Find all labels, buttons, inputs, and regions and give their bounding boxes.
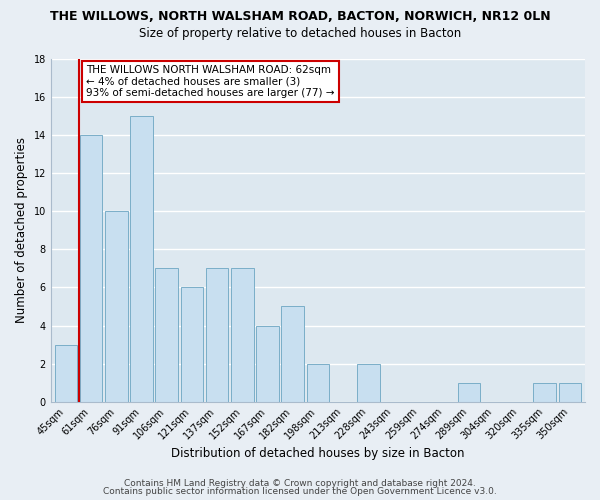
Text: THE WILLOWS, NORTH WALSHAM ROAD, BACTON, NORWICH, NR12 0LN: THE WILLOWS, NORTH WALSHAM ROAD, BACTON,… (50, 10, 550, 23)
Text: Contains public sector information licensed under the Open Government Licence v3: Contains public sector information licen… (103, 487, 497, 496)
Bar (559, 382, 581, 402)
Bar (231, 268, 254, 402)
Text: Size of property relative to detached houses in Bacton: Size of property relative to detached ho… (139, 28, 461, 40)
Text: THE WILLOWS NORTH WALSHAM ROAD: 62sqm
← 4% of detached houses are smaller (3)
93: THE WILLOWS NORTH WALSHAM ROAD: 62sqm ← … (86, 64, 335, 98)
Bar (357, 364, 380, 402)
Bar (256, 326, 279, 402)
Bar (181, 288, 203, 402)
Bar (533, 382, 556, 402)
Bar (55, 344, 77, 402)
Bar (130, 116, 153, 402)
Bar (80, 135, 103, 402)
Bar (105, 212, 128, 402)
X-axis label: Distribution of detached houses by size in Bacton: Distribution of detached houses by size … (171, 447, 464, 460)
Y-axis label: Number of detached properties: Number of detached properties (15, 138, 28, 324)
Text: Contains HM Land Registry data © Crown copyright and database right 2024.: Contains HM Land Registry data © Crown c… (124, 478, 476, 488)
Bar (307, 364, 329, 402)
Bar (281, 306, 304, 402)
Bar (458, 382, 481, 402)
Bar (206, 268, 229, 402)
Bar (155, 268, 178, 402)
